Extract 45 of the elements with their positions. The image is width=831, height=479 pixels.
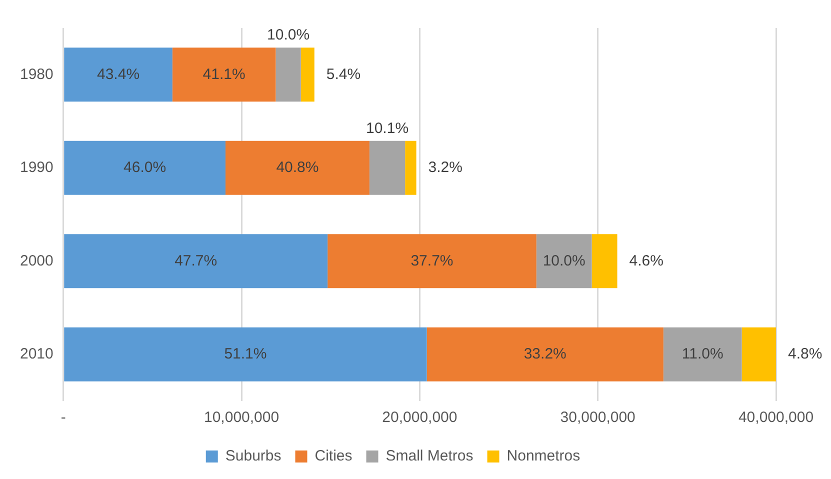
y-tick-label: 2000 — [20, 252, 54, 270]
annotation: 51.1% — [224, 346, 267, 363]
bar — [276, 48, 301, 102]
annotation: 37.7% — [410, 252, 454, 270]
annotation: 46.0% — [124, 159, 166, 176]
annotation: 40.8% — [276, 159, 319, 176]
annotation: 41.1% — [202, 66, 246, 83]
bar — [64, 234, 328, 288]
text: 4.8% — [788, 346, 822, 363]
y-tick-label: 1980 — [20, 66, 54, 83]
annotation: 11.0% — [682, 346, 724, 363]
annotation: 3.2% — [428, 159, 463, 176]
bar — [64, 327, 427, 382]
bar — [742, 327, 776, 382]
bar — [300, 48, 314, 102]
bar — [369, 140, 406, 195]
bar — [592, 234, 618, 288]
x-tick-label: 10,000,000 — [204, 409, 280, 426]
bar — [663, 327, 742, 382]
legend-label: Cities — [314, 448, 352, 465]
annotation: 10.1% — [366, 120, 409, 137]
x-tick-label: 20,000,000 — [382, 409, 458, 426]
annotation: 5.4% — [326, 66, 361, 83]
bar — [225, 140, 370, 195]
bar — [64, 48, 172, 102]
annotation: 4.6% — [629, 252, 664, 270]
bar — [328, 234, 536, 288]
bar — [172, 48, 276, 102]
annotation: 47.7% — [174, 252, 218, 270]
x-tick-label: 30,000,000 — [560, 409, 636, 426]
legend-label: Suburbs — [225, 448, 282, 465]
annotation: 33.2% — [524, 346, 566, 363]
y-tick-label: 1990 — [20, 159, 54, 176]
bar — [536, 234, 592, 288]
bar — [426, 327, 664, 382]
annotation: 10.0% — [542, 252, 586, 270]
bar — [64, 140, 226, 195]
bar — [405, 140, 416, 195]
annotation: 10.0% — [267, 26, 310, 44]
legend-label: Small Metros — [386, 448, 474, 465]
y-tick-label: 2010 — [20, 346, 54, 363]
annotation: 43.4% — [96, 66, 140, 83]
x-tick-label: 40,000,000 — [738, 409, 814, 426]
legend-label: Nonmetros — [506, 448, 580, 465]
x-tick-label: - — [60, 409, 66, 426]
